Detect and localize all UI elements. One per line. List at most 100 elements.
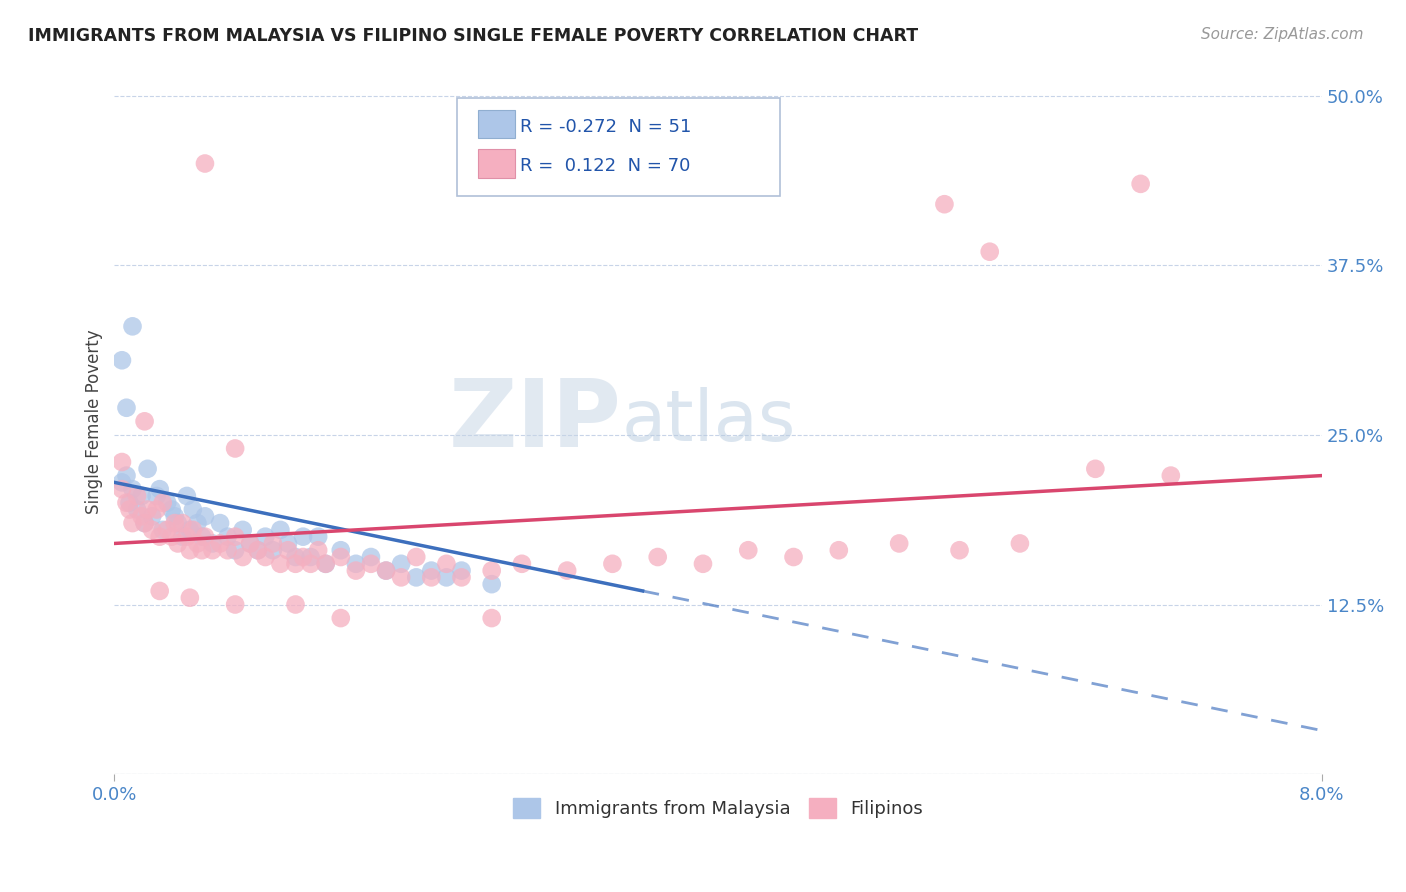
- Text: ZIP: ZIP: [449, 376, 621, 467]
- Point: [510, 557, 533, 571]
- Point: [181, 523, 204, 537]
- Point: [828, 543, 851, 558]
- Point: [115, 496, 138, 510]
- Point: [181, 502, 204, 516]
- Point: [405, 570, 427, 584]
- Text: R = -0.272  N = 51: R = -0.272 N = 51: [520, 118, 692, 136]
- Point: [979, 244, 1001, 259]
- Point: [647, 549, 669, 564]
- Text: R =  0.122  N = 70: R = 0.122 N = 70: [520, 157, 690, 175]
- Point: [156, 496, 179, 510]
- Point: [481, 564, 503, 578]
- Point: [315, 557, 337, 571]
- Point: [269, 557, 291, 571]
- Point: [934, 197, 956, 211]
- Point: [176, 489, 198, 503]
- Point: [224, 598, 246, 612]
- Point: [160, 530, 183, 544]
- Point: [166, 536, 188, 550]
- Point: [254, 530, 277, 544]
- Point: [111, 482, 134, 496]
- Point: [217, 543, 239, 558]
- Point: [149, 530, 172, 544]
- Point: [436, 557, 458, 571]
- Point: [209, 536, 232, 550]
- Point: [450, 570, 472, 584]
- Text: IMMIGRANTS FROM MALAYSIA VS FILIPINO SINGLE FEMALE POVERTY CORRELATION CHART: IMMIGRANTS FROM MALAYSIA VS FILIPINO SIN…: [28, 27, 918, 45]
- Point: [166, 516, 188, 530]
- Point: [179, 543, 201, 558]
- Point: [375, 564, 398, 578]
- Point: [186, 536, 208, 550]
- Point: [254, 549, 277, 564]
- Point: [555, 564, 578, 578]
- Legend: Immigrants from Malaysia, Filipinos: Immigrants from Malaysia, Filipinos: [506, 790, 929, 825]
- Point: [360, 549, 382, 564]
- Point: [176, 530, 198, 544]
- Point: [194, 509, 217, 524]
- Point: [179, 523, 201, 537]
- Point: [232, 523, 254, 537]
- Point: [329, 543, 352, 558]
- Point: [344, 564, 367, 578]
- Point: [284, 557, 307, 571]
- Point: [111, 475, 134, 490]
- Y-axis label: Single Female Poverty: Single Female Poverty: [86, 329, 103, 514]
- Point: [141, 509, 163, 524]
- Point: [277, 536, 299, 550]
- Point: [420, 564, 443, 578]
- Text: atlas: atlas: [621, 387, 796, 456]
- Point: [149, 583, 172, 598]
- Point: [224, 442, 246, 456]
- Point: [269, 523, 291, 537]
- Point: [160, 502, 183, 516]
- Point: [145, 489, 167, 503]
- Point: [948, 543, 970, 558]
- Point: [125, 489, 148, 503]
- Point: [172, 530, 194, 544]
- Point: [246, 543, 269, 558]
- Point: [299, 549, 322, 564]
- Point: [141, 523, 163, 537]
- Point: [692, 557, 714, 571]
- Point: [194, 156, 217, 170]
- Point: [125, 502, 148, 516]
- Point: [118, 502, 141, 516]
- Point: [163, 516, 186, 530]
- Point: [344, 557, 367, 571]
- Point: [131, 489, 153, 503]
- Point: [262, 536, 284, 550]
- Point: [118, 496, 141, 510]
- Point: [131, 509, 153, 524]
- Point: [299, 557, 322, 571]
- Point: [163, 509, 186, 524]
- Point: [145, 502, 167, 516]
- Point: [889, 536, 911, 550]
- Point: [134, 516, 156, 530]
- Point: [360, 557, 382, 571]
- Point: [481, 577, 503, 591]
- Point: [149, 482, 172, 496]
- Text: Source: ZipAtlas.com: Source: ZipAtlas.com: [1201, 27, 1364, 42]
- Point: [284, 598, 307, 612]
- Point: [121, 482, 143, 496]
- Point: [115, 401, 138, 415]
- Point: [307, 530, 329, 544]
- Point: [172, 516, 194, 530]
- Point: [329, 611, 352, 625]
- Point: [292, 549, 315, 564]
- Point: [191, 543, 214, 558]
- Point: [136, 502, 159, 516]
- Point: [1129, 177, 1152, 191]
- Point: [737, 543, 759, 558]
- Point: [121, 319, 143, 334]
- Point: [329, 549, 352, 564]
- Point: [602, 557, 624, 571]
- Point: [389, 557, 412, 571]
- Point: [1008, 536, 1031, 550]
- Point: [405, 549, 427, 564]
- Point: [782, 549, 804, 564]
- Point: [262, 543, 284, 558]
- Point: [239, 536, 262, 550]
- Point: [201, 543, 224, 558]
